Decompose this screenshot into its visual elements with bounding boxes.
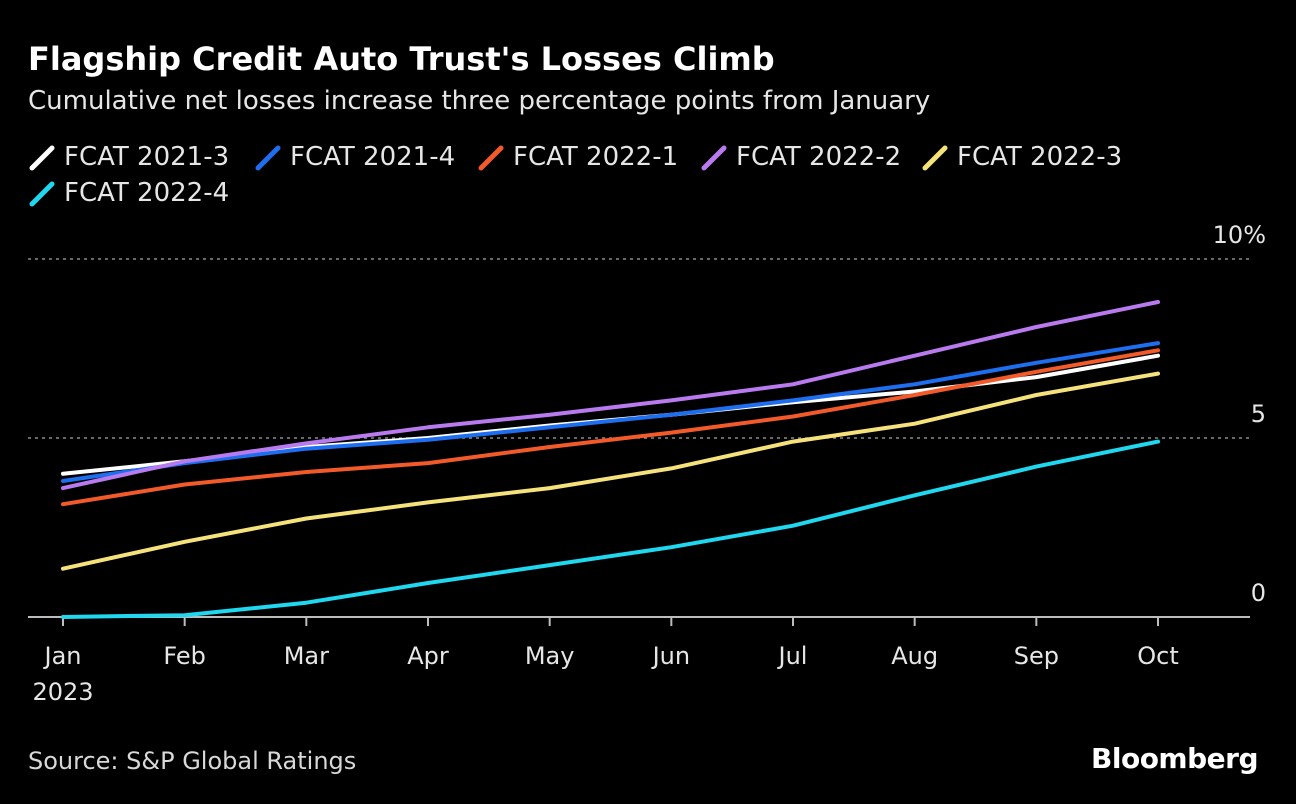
x-tick-label-mar: Mar — [284, 642, 329, 670]
legend-label: FCAT 2022-3 — [957, 142, 1123, 172]
x-tick-label-aug: Aug — [891, 642, 938, 670]
legend-item-fcat-2021-3: FCAT 2021-3 — [28, 142, 229, 172]
legend-item-fcat-2022-3: FCAT 2022-3 — [921, 142, 1122, 172]
legend-item-fcat-2022-1: FCAT 2022-1 — [477, 142, 678, 172]
x-tick-label-apr: Apr — [407, 642, 449, 670]
legend-swatch-icon — [28, 178, 56, 208]
series-line-fcat-2021-4 — [61, 341, 1160, 483]
chart-subtitle: Cumulative net losses increase three per… — [28, 86, 931, 116]
series-line-fcat-2022-3 — [61, 371, 1160, 571]
legend-label: FCAT 2022-4 — [64, 178, 230, 208]
legend-item-fcat-2022-4: FCAT 2022-4 — [28, 178, 229, 208]
y-tick-label-5: 5 — [1251, 400, 1266, 428]
legend-label: FCAT 2021-3 — [64, 142, 230, 172]
x-tick-label-feb: Feb — [163, 642, 206, 670]
series-line-fcat-2022-4 — [61, 439, 1160, 619]
x-tick-label-jun: Jun — [651, 642, 691, 670]
y-tick-label-10: 10% — [1213, 221, 1266, 249]
bloomberg-logo: Bloomberg — [1091, 742, 1258, 775]
legend-swatch-icon — [477, 142, 505, 172]
chart-title: Flagship Credit Auto Trust's Losses Clim… — [28, 40, 775, 78]
legend-label: FCAT 2021-4 — [290, 142, 456, 172]
legend-swatch-icon — [254, 142, 282, 172]
legend-item-fcat-2021-4: FCAT 2021-4 — [254, 142, 455, 172]
x-tick-label-jul: Jul — [777, 642, 808, 670]
legend-label: FCAT 2022-1 — [513, 142, 679, 172]
legend-label: FCAT 2022-2 — [736, 142, 902, 172]
y-tick-label-0: 0 — [1251, 579, 1266, 607]
legend-swatch-icon — [921, 142, 949, 172]
legend-swatch-icon — [700, 142, 728, 172]
series-line-fcat-2022-1 — [61, 348, 1160, 507]
x-tick-label-sep: Sep — [1014, 642, 1059, 670]
x-tick-label-jan: Jan — [43, 642, 82, 670]
source-note: Source: S&P Global Ratings — [28, 747, 357, 775]
legend-swatch-icon — [28, 142, 56, 172]
series-line-fcat-2022-2 — [61, 300, 1160, 491]
x-tick-label-may: May — [525, 642, 575, 670]
x-tick-sublabel-year: 2023 — [32, 678, 93, 706]
x-tick-label-oct: Oct — [1137, 642, 1179, 670]
legend-item-fcat-2022-2: FCAT 2022-2 — [700, 142, 901, 172]
